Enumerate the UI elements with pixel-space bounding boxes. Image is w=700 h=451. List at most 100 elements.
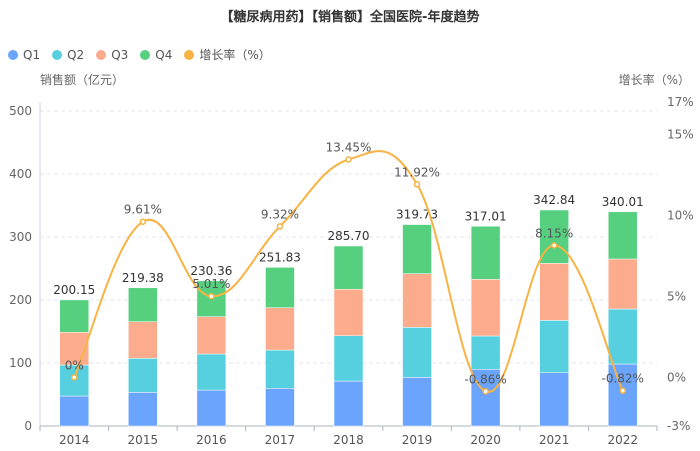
bar-q2-2020[interactable] — [470, 335, 501, 370]
bar-q1-2017[interactable] — [265, 388, 295, 427]
bar-q3-2019[interactable] — [402, 273, 432, 328]
growth-rate-label: 0% — [65, 358, 84, 372]
bar-q1-2021[interactable] — [539, 372, 569, 427]
growth-rate-label: 13.45% — [326, 141, 372, 155]
bar-total-label: 200.15 — [53, 283, 95, 297]
y-tick-label: 500 — [9, 104, 32, 118]
y2-tick-label: -3% — [667, 419, 690, 433]
bar-q1-2022[interactable] — [607, 363, 638, 427]
growth-rate-label: -0.82% — [601, 372, 643, 386]
growth-rate-label: 9.61% — [124, 203, 162, 217]
legend-label: Q3 — [111, 47, 129, 62]
growth-rate-label: 5.01% — [192, 277, 230, 291]
legend-marker — [8, 49, 18, 60]
y2-tick-label: 0% — [667, 370, 686, 384]
x-tick-label: 2020 — [470, 433, 501, 447]
legend-item[interactable]: Q3 — [96, 46, 128, 63]
legend-item[interactable]: Q1 — [8, 46, 40, 63]
growth-rate-point[interactable] — [71, 374, 78, 381]
legend-marker — [52, 49, 63, 60]
bar-total-label: 340.01 — [602, 195, 644, 209]
legend-item[interactable]: Q2 — [52, 46, 84, 63]
bar-q3-2022[interactable] — [607, 258, 638, 310]
x-tick-label: 2014 — [59, 433, 90, 447]
y2-tick-label: 10% — [667, 208, 694, 222]
legend-marker — [140, 49, 151, 60]
bar-q2-2021[interactable] — [539, 320, 569, 373]
growth-rate-point[interactable] — [208, 292, 215, 300]
legend-label: Q2 — [67, 47, 85, 62]
bar-q2-2015[interactable] — [128, 358, 158, 393]
bar-q1-2014[interactable] — [59, 395, 90, 427]
y-tick-label: 0 — [24, 419, 32, 433]
growth-rate-point[interactable] — [619, 387, 626, 394]
x-tick-label: 2018 — [333, 433, 364, 447]
legend: Q1 Q2 Q3 Q4 增长率（%） — [8, 46, 271, 63]
bar-q2-2016[interactable] — [196, 353, 227, 391]
bar-q3-2017[interactable] — [265, 307, 295, 351]
growth-rate-point[interactable] — [139, 218, 147, 225]
growth-rate-label: 9.32% — [261, 207, 299, 221]
growth-rate-point[interactable] — [413, 181, 421, 188]
chart-title: 【糖尿病用药】【销售额】全国医院-年度趋势 — [220, 10, 480, 25]
bar-q4-2018[interactable] — [333, 245, 364, 290]
bar-total-label: 219.38 — [122, 271, 164, 285]
growth-rate-point[interactable] — [550, 242, 558, 249]
bar-q3-2015[interactable] — [128, 321, 158, 359]
growth-rate-label: 11.92% — [394, 165, 440, 179]
bar-q1-2016[interactable] — [196, 389, 227, 427]
bar-q4-2020[interactable] — [470, 226, 501, 280]
bar-q2-2018[interactable] — [333, 335, 364, 382]
legend-label: Q4 — [155, 47, 173, 62]
bar-q3-2020[interactable] — [470, 279, 501, 337]
y2-axis-title: 增长率（%） — [619, 72, 690, 87]
bar-total-label: 317.01 — [465, 209, 507, 223]
bar-total-label: 342.84 — [533, 193, 575, 207]
bar-q1-2018[interactable] — [333, 380, 364, 427]
legend-label: Q1 — [23, 47, 41, 62]
bar-q3-2016[interactable] — [196, 316, 227, 355]
bar-q3-2021[interactable] — [539, 263, 569, 321]
x-tick-label: 2021 — [539, 433, 570, 447]
bar-q4-2022[interactable] — [607, 211, 638, 260]
bar-q1-2015[interactable] — [128, 392, 158, 427]
y2-tick-label: 5% — [667, 289, 686, 303]
x-tick-label: 2017 — [265, 433, 296, 447]
x-tick-label: 2022 — [607, 433, 638, 447]
growth-rate-point[interactable] — [482, 388, 489, 395]
legend-item[interactable]: Q4 — [140, 46, 172, 63]
bar-q4-2021[interactable] — [539, 209, 569, 264]
legend-item[interactable]: 增长率（%） — [184, 46, 271, 63]
y-tick-label: 400 — [9, 167, 32, 181]
y-tick-label: 300 — [9, 230, 32, 244]
bar-q3-2018[interactable] — [333, 289, 364, 336]
y2-tick-label: 15% — [667, 127, 694, 141]
growth-rate-label: -0.86% — [464, 372, 506, 386]
bar-total-label: 230.36 — [190, 264, 232, 278]
bar-q4-2019[interactable] — [402, 224, 432, 274]
legend-marker — [96, 49, 107, 60]
bar-q2-2017[interactable] — [265, 349, 295, 389]
bar-total-label: 251.83 — [259, 250, 301, 264]
growth-rate-line — [73, 150, 624, 393]
legend-marker — [184, 49, 195, 60]
y2-tick-label: 17% — [667, 95, 694, 109]
legend-label: 增长率（%） — [199, 48, 271, 62]
growth-rate-point[interactable] — [276, 223, 284, 230]
bar-q4-2017[interactable] — [265, 267, 295, 308]
x-tick-label: 2019 — [402, 433, 433, 447]
bar-q2-2022[interactable] — [607, 308, 638, 365]
x-tick-label: 2016 — [196, 433, 227, 447]
growth-rate-point[interactable] — [345, 156, 352, 163]
bar-q4-2014[interactable] — [59, 299, 90, 333]
bar-q4-2015[interactable] — [128, 287, 158, 322]
y-tick-label: 200 — [9, 293, 32, 307]
growth-rate-label: 8.15% — [535, 226, 573, 240]
bar-q1-2019[interactable] — [402, 377, 432, 427]
y-tick-label: 100 — [9, 356, 32, 370]
bar-q2-2019[interactable] — [402, 327, 432, 378]
x-tick-label: 2015 — [128, 433, 159, 447]
y-axis-title: 销售额（亿元） — [40, 72, 124, 87]
